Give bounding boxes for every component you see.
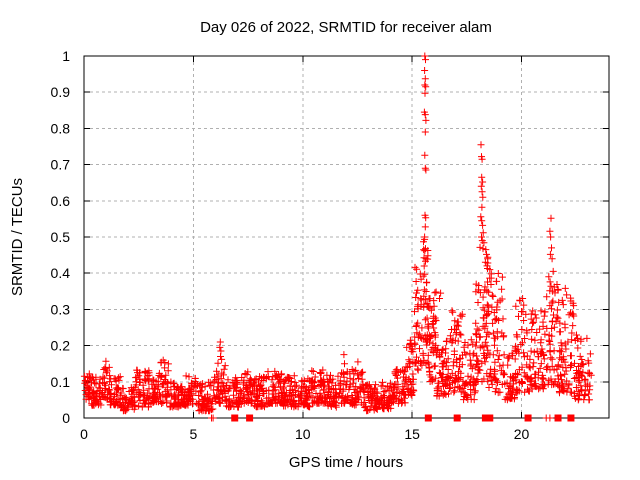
y-tick-label: 0.6	[51, 193, 71, 209]
y-tick-label: 0.9	[51, 84, 71, 100]
x-tick-label: 5	[189, 426, 197, 442]
y-tick-label: 0.7	[51, 157, 71, 173]
x-tick-label: 15	[404, 426, 420, 442]
zero-axis-square-marker	[424, 414, 432, 422]
y-tick-label: 0.8	[51, 120, 71, 136]
chart-title: Day 026 of 2022, SRMTID for receiver ala…	[200, 19, 492, 36]
x-tick-label: 10	[295, 426, 311, 442]
zero-axis-square-marker	[567, 414, 575, 422]
zero-axis-square-marker	[524, 414, 532, 422]
grid-lines	[84, 56, 609, 418]
zero-axis-square-marker	[453, 414, 461, 422]
tick-labels: 0 5 10 15 20 0 0.1 0.2 0.3 0.4 0.5 0.6 0.7 0.8 0.9 1	[51, 48, 530, 442]
y-tick-label: 0.2	[51, 338, 71, 354]
x-axis-label: GPS time / hours	[289, 454, 403, 471]
zero-axis-square-marker	[486, 414, 494, 422]
zero-axis-square-marker	[554, 414, 562, 422]
y-tick-label: 0	[62, 410, 70, 426]
y-tick-label: 0.4	[51, 265, 71, 281]
y-tick-label: 0.5	[51, 229, 71, 245]
zero-axis-square-marker	[481, 414, 489, 422]
zero-axis-square-marker	[231, 414, 239, 422]
zero-axis-square-marker	[246, 414, 254, 422]
x-tick-label: 0	[80, 426, 88, 442]
x-tick-label: 20	[514, 426, 530, 442]
y-tick-label: 0.1	[51, 374, 71, 390]
y-axis-label: SRMTID / TECUs	[9, 178, 26, 296]
plot-border-and-ticks	[83, 55, 610, 419]
data-points	[80, 52, 595, 422]
y-tick-label: 0.3	[51, 301, 71, 317]
y-tick-label: 1	[62, 48, 70, 64]
